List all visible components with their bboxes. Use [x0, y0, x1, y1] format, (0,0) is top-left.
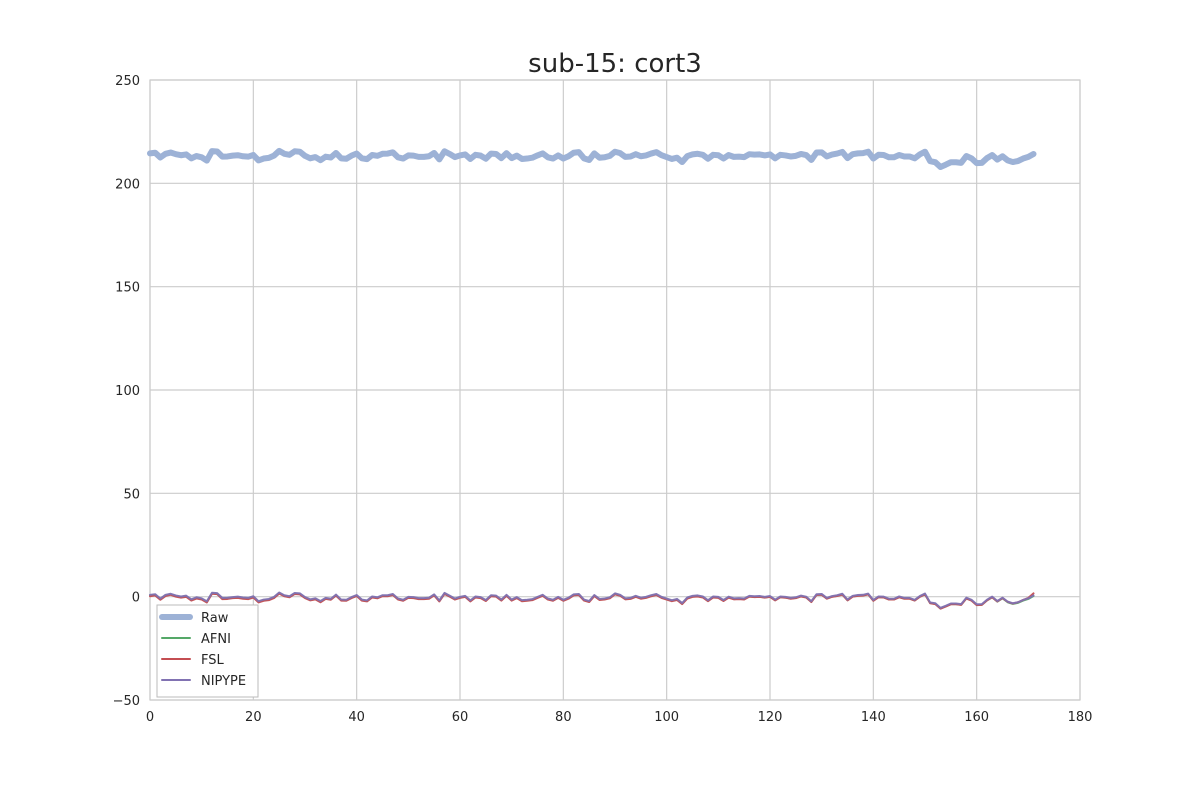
x-tick-label: 0 — [146, 710, 154, 725]
series-line-nipype — [149, 591, 1035, 609]
y-tick-label: 0 — [132, 591, 140, 606]
x-tick-label: 160 — [964, 710, 989, 725]
y-tick-label: 50 — [123, 487, 140, 502]
series-line-raw — [147, 147, 1037, 171]
x-tick-label: 60 — [452, 710, 469, 725]
legend-label: Raw — [201, 611, 229, 626]
y-tick-label: −50 — [113, 694, 140, 709]
y-axis-ticks: −50 0 50 100 150 200 250 — [113, 74, 140, 709]
y-tick-label: 250 — [115, 74, 140, 89]
legend-label: NIPYPE — [201, 674, 246, 689]
x-tick-label: 20 — [245, 710, 262, 725]
x-tick-label: 40 — [348, 710, 365, 725]
series-lines — [147, 147, 1037, 610]
y-tick-label: 150 — [115, 281, 140, 296]
x-tick-label: 100 — [654, 710, 679, 725]
legend-label: AFNI — [201, 632, 231, 647]
x-tick-label: 180 — [1068, 710, 1093, 725]
legend: Raw AFNI FSL NIPYPE — [156, 604, 259, 698]
plot-frame — [149, 79, 1081, 701]
x-tick-label: 140 — [861, 710, 886, 725]
y-tick-label: 200 — [115, 177, 140, 192]
x-tick-label: 120 — [758, 710, 783, 725]
x-tick-label: 80 — [555, 710, 572, 725]
legend-box — [156, 604, 259, 698]
chart-title: sub-15: cort3 — [528, 49, 702, 79]
y-tick-label: 100 — [115, 384, 140, 399]
x-axis-ticks: 0 20 40 60 80 100 120 140 160 180 — [146, 710, 1093, 725]
legend-label: FSL — [201, 653, 225, 668]
